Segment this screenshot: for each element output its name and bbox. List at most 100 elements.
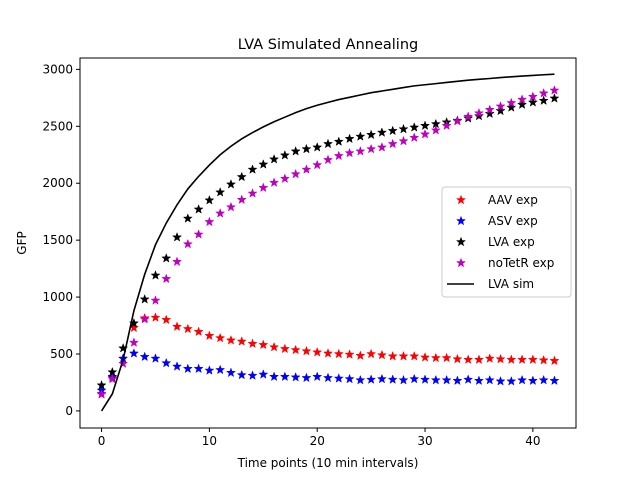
data-point — [247, 164, 258, 174]
series-notetr-exp — [96, 85, 560, 399]
data-point — [182, 213, 193, 223]
data-point — [150, 353, 161, 363]
data-point — [290, 168, 301, 179]
data-point — [409, 350, 420, 361]
data-point — [398, 350, 409, 361]
data-point — [204, 216, 215, 227]
data-point — [193, 229, 204, 239]
data-point — [118, 358, 129, 368]
data-point — [301, 345, 312, 356]
x-tick-label: 0 — [98, 434, 106, 448]
data-point — [236, 194, 247, 205]
legend-item: LVA sim — [447, 277, 534, 291]
data-point — [484, 374, 495, 385]
data-point — [473, 354, 485, 365]
data-point — [549, 375, 560, 386]
data-point — [344, 133, 355, 144]
data-point — [204, 330, 215, 341]
data-point — [204, 365, 215, 375]
legend-star-swatch — [455, 236, 467, 247]
data-point — [182, 323, 193, 334]
data-point — [409, 132, 420, 142]
legend-item: LVA exp — [455, 235, 535, 249]
data-point — [398, 135, 409, 146]
data-point — [215, 364, 226, 375]
data-point — [398, 123, 409, 134]
data-point — [171, 231, 183, 242]
data-point — [279, 150, 290, 160]
data-point — [355, 146, 366, 156]
data-point — [225, 367, 237, 378]
data-point — [538, 87, 549, 98]
data-point — [96, 379, 107, 390]
data-point — [312, 371, 323, 382]
data-point — [333, 136, 344, 146]
data-point — [419, 120, 431, 131]
legend-star-swatch — [455, 215, 467, 226]
data-point — [322, 348, 334, 358]
data-point — [161, 273, 172, 284]
data-point — [301, 164, 312, 174]
data-point — [139, 313, 150, 324]
y-axis: 0 500 1000 1500 2000 2500 3000 — [42, 62, 80, 418]
legend-star-swatch — [455, 194, 467, 205]
legend: AAV exp ASV exp LVA exp noTetR exp LVA sim — [441, 186, 572, 298]
data-point — [376, 127, 387, 137]
legend-label: AAV exp — [488, 193, 538, 207]
data-point — [484, 353, 495, 363]
data-point — [193, 326, 204, 337]
data-point — [441, 374, 452, 385]
data-point — [182, 363, 193, 374]
data-point — [473, 110, 485, 121]
legend-label: LVA exp — [488, 235, 535, 249]
data-point — [161, 253, 172, 263]
data-point — [193, 204, 204, 214]
data-point — [171, 361, 183, 371]
plot-area — [96, 73, 560, 412]
y-tick-label: 2500 — [42, 119, 73, 133]
data-point — [495, 353, 506, 364]
data-point — [506, 102, 517, 112]
data-point — [430, 124, 441, 135]
data-point — [312, 346, 323, 357]
data-point — [495, 101, 506, 111]
data-point — [495, 375, 506, 386]
legend-star-swatch — [455, 257, 467, 268]
data-point — [506, 354, 517, 365]
x-tick-label: 40 — [525, 434, 540, 448]
data-point — [441, 352, 452, 363]
data-point — [419, 374, 431, 384]
data-point — [473, 107, 485, 118]
data-point — [430, 374, 441, 385]
data-point — [215, 208, 226, 218]
data-point — [258, 159, 269, 169]
data-point — [139, 351, 150, 362]
data-point — [463, 354, 474, 365]
data-point — [430, 352, 441, 363]
data-point — [290, 146, 301, 156]
data-point — [527, 354, 538, 364]
legend-item: ASV exp — [455, 214, 538, 228]
data-point — [495, 105, 506, 116]
chart-title: LVA Simulated Annealing — [238, 37, 418, 53]
data-point — [549, 85, 560, 95]
data-point — [387, 125, 398, 136]
legend-item: noTetR exp — [455, 256, 554, 270]
y-tick-label: 3000 — [42, 62, 73, 76]
data-point — [452, 375, 463, 386]
data-point — [517, 374, 528, 385]
data-point — [484, 104, 495, 115]
data-point — [258, 369, 269, 379]
data-point — [419, 128, 431, 139]
x-axis: 0 10 20 30 40 — [98, 428, 541, 448]
data-point — [366, 143, 377, 154]
data-point — [269, 177, 280, 187]
data-point — [366, 374, 377, 384]
x-tick-label: 20 — [310, 434, 325, 448]
data-point — [333, 373, 344, 383]
data-point — [419, 352, 431, 362]
data-point — [128, 317, 139, 328]
data-point — [96, 389, 107, 399]
data-point — [527, 91, 538, 102]
